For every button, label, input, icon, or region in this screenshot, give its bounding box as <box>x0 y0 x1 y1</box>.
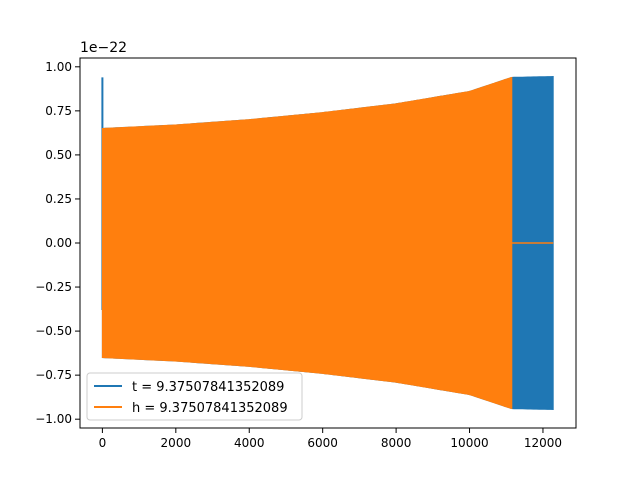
x-tick-label: 0 <box>99 436 107 450</box>
x-tick-label: 8000 <box>381 436 412 450</box>
x-tick-label: 10000 <box>450 436 488 450</box>
legend-label-h: h = 9.37507841352089 <box>132 401 288 416</box>
legend-frame <box>86 372 303 421</box>
x-tick-label: 6000 <box>307 436 338 450</box>
y-offset-text: 1e−22 <box>80 40 127 56</box>
x-tick-label: 12000 <box>524 436 562 450</box>
x-tick-label: 2000 <box>161 436 192 450</box>
y-tick-label: 0.00 <box>45 236 72 250</box>
plot-area <box>101 75 554 411</box>
y-tick-label: −0.50 <box>35 324 72 338</box>
y-tick-label: 0.50 <box>45 148 72 162</box>
y-tick-label: −1.00 <box>35 412 72 426</box>
y-tick-label: 0.75 <box>45 104 72 118</box>
axes-frame <box>79 57 577 429</box>
legend-label-t: t = 9.37507841352089 <box>132 380 284 395</box>
series-band-h <box>101 76 513 410</box>
x-tick-label: 4000 <box>234 436 265 450</box>
y-tick-label: −0.25 <box>35 280 72 294</box>
legend: t = 9.37507841352089 h = 9.3750784135208… <box>86 372 303 421</box>
y-tick-label: 1.00 <box>45 60 72 74</box>
y-tick-label: −0.75 <box>35 368 72 382</box>
y-tick-label: 0.25 <box>45 192 72 206</box>
x-axis-ticks: 0 2000 4000 6000 8000 10000 12000 <box>99 428 562 450</box>
y-axis-ticks: −1.00 −0.75 −0.50 −0.25 0.00 0.25 0.50 0.75 1.00 <box>35 60 80 426</box>
